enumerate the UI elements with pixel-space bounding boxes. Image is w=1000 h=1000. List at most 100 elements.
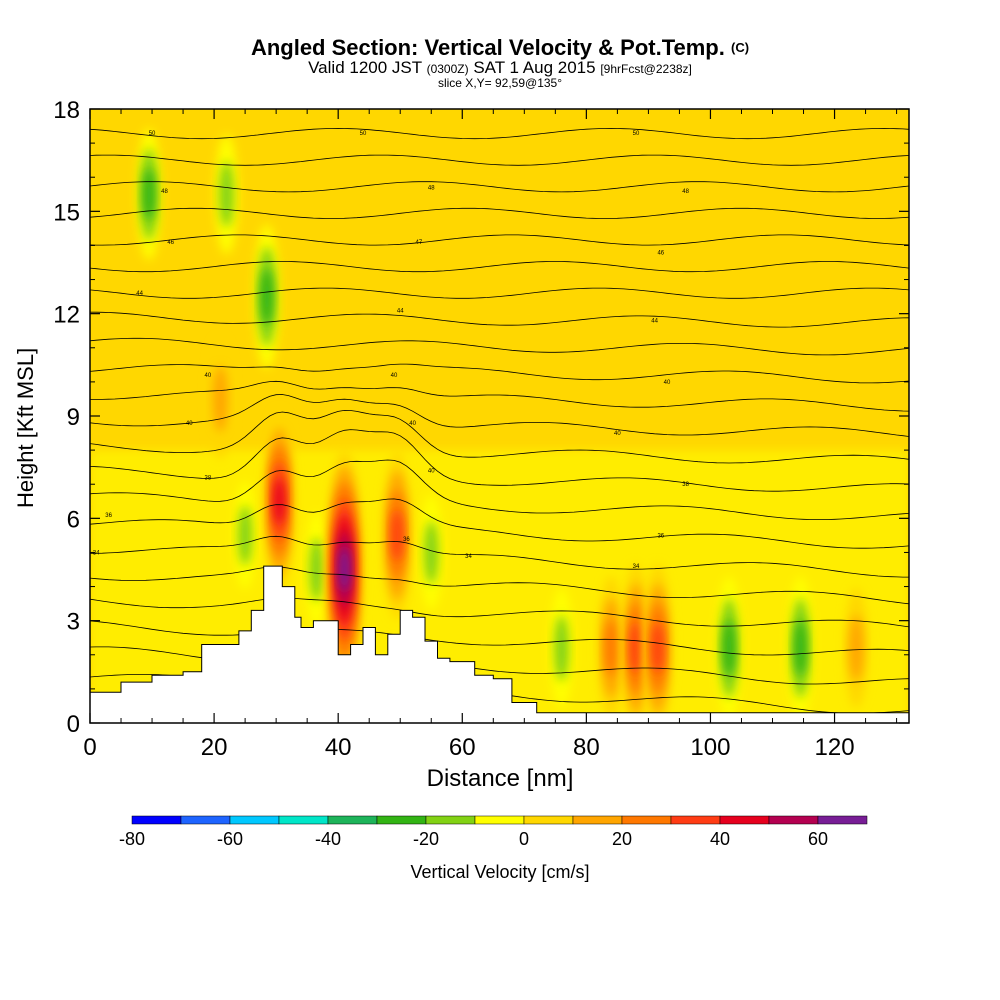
colorbar-tick-label: 0 <box>519 829 529 849</box>
colorbar-swatch <box>523 815 574 825</box>
colorbar-tick-label: 60 <box>808 829 828 849</box>
valid-zulu: (0300Z) <box>426 62 469 76</box>
contour-label: 34 <box>93 550 100 556</box>
theta-contour-line <box>90 127 909 140</box>
theta-contour-line <box>90 311 909 328</box>
colorbar-tick-label: -60 <box>217 829 243 849</box>
colorbar-swatch <box>817 815 868 825</box>
slice-info: slice X,Y= 92,59@135° <box>437 76 563 90</box>
downdraft-region <box>219 161 234 228</box>
colorbar-label: Vertical Velocity [cm/s] <box>410 862 590 882</box>
contour-label: 40 <box>664 380 671 386</box>
contour-label: 50 <box>149 131 156 137</box>
x-tick-label: 80 <box>573 734 600 761</box>
theta-contour-line <box>90 535 909 578</box>
colorbar-swatch <box>131 815 182 825</box>
valid-time-line: Valid 1200 JST (0300Z) SAT 1 Aug 2015 [9… <box>0 58 1000 77</box>
chart-title: Angled Section: Vertical Velocity & Pot.… <box>0 36 1000 60</box>
colorbar-swatch <box>425 815 476 825</box>
theta-contour-line <box>90 234 909 246</box>
contour-label: 44 <box>651 318 658 324</box>
downdraft-region <box>142 168 155 221</box>
colorbar-swatch <box>474 815 525 825</box>
contour-label: 38 <box>205 475 212 481</box>
colorbar-tick-label: 40 <box>710 829 730 849</box>
downdraft-region <box>309 537 324 602</box>
colorbar-swatch <box>670 815 721 825</box>
theta-contour-line <box>90 459 909 520</box>
theta-contour-line <box>90 154 909 166</box>
colorbar-swatch <box>621 815 672 825</box>
downdraft-region <box>424 520 439 585</box>
contour-label: 34 <box>633 564 640 570</box>
theta-contour-line <box>90 287 909 299</box>
x-tick-label: 100 <box>690 734 730 761</box>
contour-label: 47 <box>415 240 422 246</box>
downdraft-region <box>554 614 569 681</box>
theta-contour-line <box>90 498 909 549</box>
theta-contour-line <box>90 597 909 628</box>
contour-label: 36 <box>657 533 664 539</box>
theta-contour-line <box>90 207 909 219</box>
contour-label: 48 <box>161 189 168 195</box>
x-axis-label: Distance [nm] <box>426 765 574 792</box>
y-tick-label: 18 <box>53 97 80 124</box>
colorbar-swatch <box>768 815 819 825</box>
colorbar-swatch <box>180 815 231 825</box>
colorbar-swatch <box>327 815 378 825</box>
contour-label: 50 <box>360 131 367 137</box>
colorbar-swatch <box>376 815 427 825</box>
colorbar-tick-label: -40 <box>315 829 341 849</box>
theta-contour-line <box>90 363 909 384</box>
contour-label: 44 <box>136 291 143 297</box>
theta-contours: 50 50 50 48 48 48 46 47 46 44 44 44 40 40 40 40 40 40 38 40… <box>90 127 909 714</box>
y-tick-label: 12 <box>53 302 80 329</box>
theta-contour-line <box>90 566 909 605</box>
contour-label: 38 <box>682 482 689 488</box>
y-tick-label: 0 <box>67 711 80 738</box>
contour-label: 40 <box>186 421 193 427</box>
colorbar-swatch <box>572 815 623 825</box>
theta-contour-line <box>90 337 909 356</box>
x-tick-label: 40 <box>325 734 352 761</box>
y-tick-label: 9 <box>67 404 80 431</box>
theta-contour-line <box>90 261 909 273</box>
x-tick-label: 0 <box>83 734 96 761</box>
updraft-core <box>391 509 403 561</box>
colorbar-swatch <box>229 815 280 825</box>
updraft-core <box>630 622 642 674</box>
colorbar-swatch <box>278 815 329 825</box>
contour-label: 40 <box>409 421 416 427</box>
contour-label: 36 <box>403 537 410 543</box>
contour-label: 40 <box>391 373 398 379</box>
contour-label: 48 <box>682 189 689 195</box>
y-tick-label: 6 <box>67 506 80 533</box>
forecast-tag: [9hrFcst@2238z] <box>600 62 692 76</box>
contour-label: 36 <box>105 513 112 519</box>
theta-contour-line <box>90 429 909 492</box>
updraft-core <box>652 622 664 674</box>
terrain-profile <box>90 565 909 723</box>
contour-label: 40 <box>205 373 212 379</box>
contour-label: 44 <box>397 308 404 314</box>
contour-label: 46 <box>657 250 664 256</box>
contour-label: 48 <box>428 185 435 191</box>
updraft-core <box>213 365 228 432</box>
updraft-core <box>273 478 285 525</box>
updraft-core <box>849 614 864 681</box>
colorbar-tick-label: -80 <box>119 829 145 849</box>
downdraft-region <box>794 619 807 676</box>
x-tick-label: 20 <box>201 734 228 761</box>
theta-contour-line <box>90 620 909 656</box>
contour-label: 40 <box>428 469 435 475</box>
valid-prefix: Valid 1200 JST <box>308 58 422 77</box>
x-tick-label: 60 <box>449 734 476 761</box>
valid-date: SAT 1 Aug 2015 <box>473 58 596 77</box>
downdraft-region <box>260 268 274 325</box>
updraft-core <box>604 619 618 676</box>
colorbar: -80 -60 -40 -20 0 20 40 60 <box>119 815 868 849</box>
downdraft-region <box>238 505 253 566</box>
chart-title-block: Angled Section: Vertical Velocity & Pot.… <box>0 36 1000 90</box>
